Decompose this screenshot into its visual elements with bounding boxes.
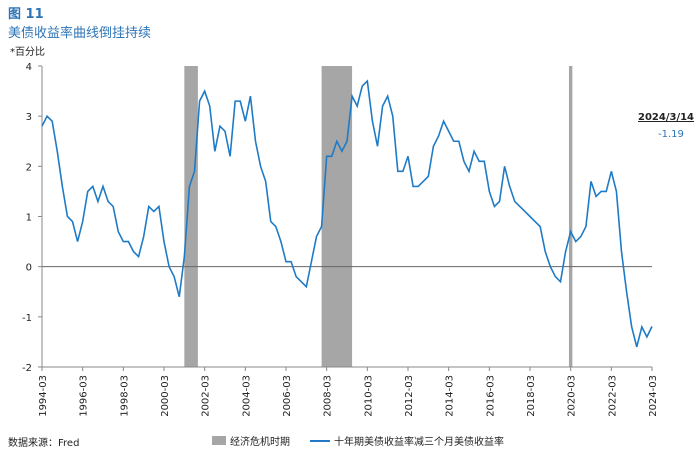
x-tick-label: 2010-03 [363,375,374,417]
recession-band [184,66,198,367]
x-tick-label: 2006-03 [282,375,293,417]
y-tick-label: 2 [26,162,32,173]
x-tick-label: 2014-03 [445,375,456,417]
x-tick-label: 2020-03 [567,375,578,417]
legend-label: 十年期美债收益率减三个月美债收益率 [334,435,504,448]
x-tick-label: 1996-03 [79,375,90,417]
x-tick-label: 1998-03 [119,375,130,417]
x-tick-label: 2022-03 [607,375,618,417]
x-tick-label: 2002-03 [201,375,212,417]
x-tick-label: 2012-03 [404,375,415,417]
legend-swatch [212,436,226,445]
y-tick-label: -2 [22,363,32,374]
x-tick-label: 1994-03 [38,375,49,417]
legend-label: 经济危机时期 [230,435,290,448]
x-tick-label: 2018-03 [526,375,537,417]
series-line [41,79,653,348]
source: 数据来源：Fred [8,436,79,449]
x-tick-label: 2024-03 [648,375,659,417]
annotation-date: 2024/3/14 [638,112,694,123]
y-tick-label: -1 [22,313,32,324]
y-tick-label: 3 [26,112,32,123]
y-tick-label: 1 [26,213,32,224]
chart-subtitle: 美债收益率曲线倒挂持续 [8,25,151,41]
y-tick-label: 4 [26,62,32,73]
y-tick-label: 0 [26,263,32,274]
recession-band [568,66,573,367]
x-tick-label: 2004-03 [241,375,252,417]
annotation-value: -1.19 [658,129,684,140]
x-tick-label: 2008-03 [323,375,334,417]
recession-band [321,66,353,367]
x-tick-label: 2000-03 [160,375,171,417]
y-axis-label: *百分比 [10,46,45,58]
x-tick-label: 2016-03 [485,375,496,417]
chart-title: 图 11 [8,7,44,22]
